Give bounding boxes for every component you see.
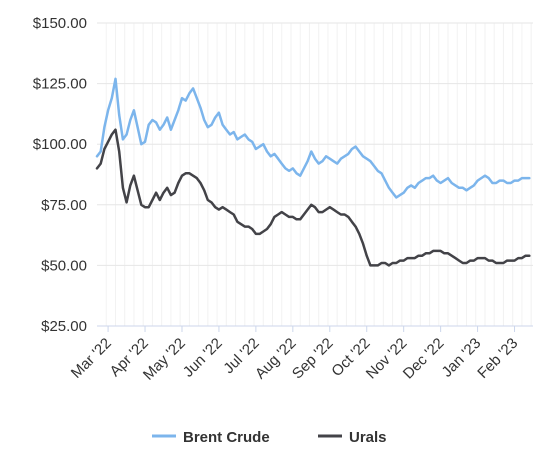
- y-tick-label: $50.00: [41, 257, 87, 274]
- series-line-urals[interactable]: [95, 128, 531, 267]
- x-tick-label: May '22: [140, 335, 189, 384]
- y-tick-label: $100.00: [33, 136, 87, 153]
- x-tick-label: Feb '23: [474, 335, 521, 382]
- legend-item-brent-crude[interactable]: Brent Crude: [152, 429, 270, 446]
- x-tick-label: Sep '22: [289, 335, 337, 383]
- x-tick-marks: [97, 325, 533, 332]
- y-tick-label: $125.00: [33, 76, 87, 93]
- x-tick-label: Jun '22: [180, 335, 226, 381]
- y-tick-label: $75.00: [41, 197, 87, 214]
- x-tick-label: Mar '22: [68, 335, 115, 382]
- legend-item-urals[interactable]: Urals: [318, 429, 387, 446]
- y-axis-labels: $150.00 $125.00 $100.00 $75.00 $50.00 $25.00: [33, 15, 87, 335]
- series-line-brent-crude[interactable]: [95, 77, 531, 199]
- legend[interactable]: Brent Crude Urals: [152, 429, 387, 446]
- x-tick-label: Dec '22: [400, 335, 448, 383]
- grid: [97, 22, 533, 327]
- legend-label: Urals: [349, 429, 387, 446]
- series-lines: [95, 77, 531, 267]
- y-tick-label: $25.00: [41, 318, 87, 335]
- legend-label: Brent Crude: [183, 429, 270, 446]
- y-tick-label: $150.00: [33, 15, 87, 32]
